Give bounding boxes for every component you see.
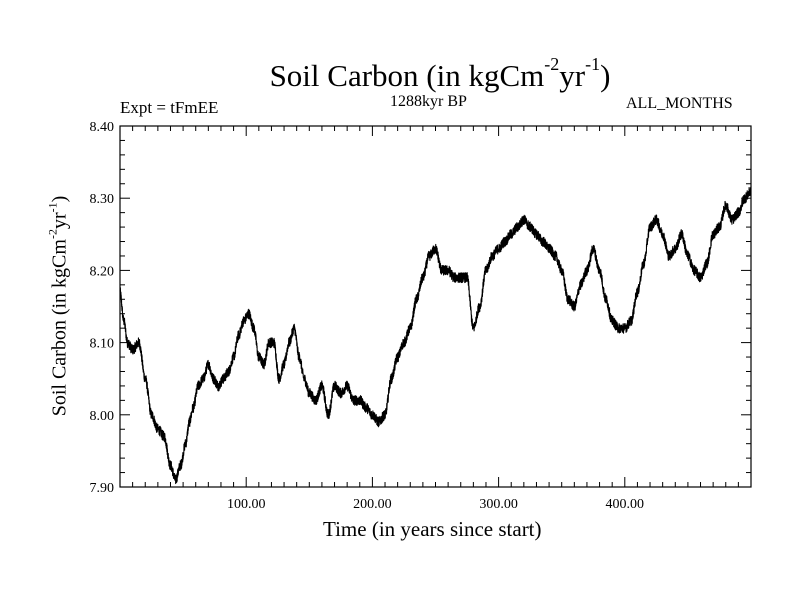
plot-frame (119, 125, 752, 488)
x-tick-label: 400.00 (606, 497, 645, 512)
tick-labels: 100.00 200.00 300.00 400.00 7.90 8.00 8.10 8.20… (90, 120, 645, 512)
experiment-label: Expt = tFmEE (120, 98, 219, 117)
x-tick-label: 100.00 (227, 497, 266, 512)
chart-title: Soil Carbon (in kgCm-2yr-1) (269, 54, 611, 93)
x-tick-label: 300.00 (479, 497, 518, 512)
y-tick-label: 8.40 (90, 120, 115, 135)
axis-ticks (120, 126, 751, 487)
x-tick-label: 200.00 (353, 497, 392, 512)
soil-carbon-series-line (119, 186, 752, 485)
y-tick-label: 8.10 (90, 337, 115, 352)
y-tick-label: 8.00 (90, 409, 115, 424)
chart-subtitle: 1288kyr BP (390, 93, 467, 110)
y-tick-label: 7.90 (90, 481, 115, 496)
x-axis-label: Time (in years since start) (323, 517, 542, 541)
y-tick-label: 8.20 (90, 264, 115, 279)
y-tick-label: 8.30 (90, 192, 115, 207)
period-label: ALL_MONTHS (626, 95, 733, 112)
